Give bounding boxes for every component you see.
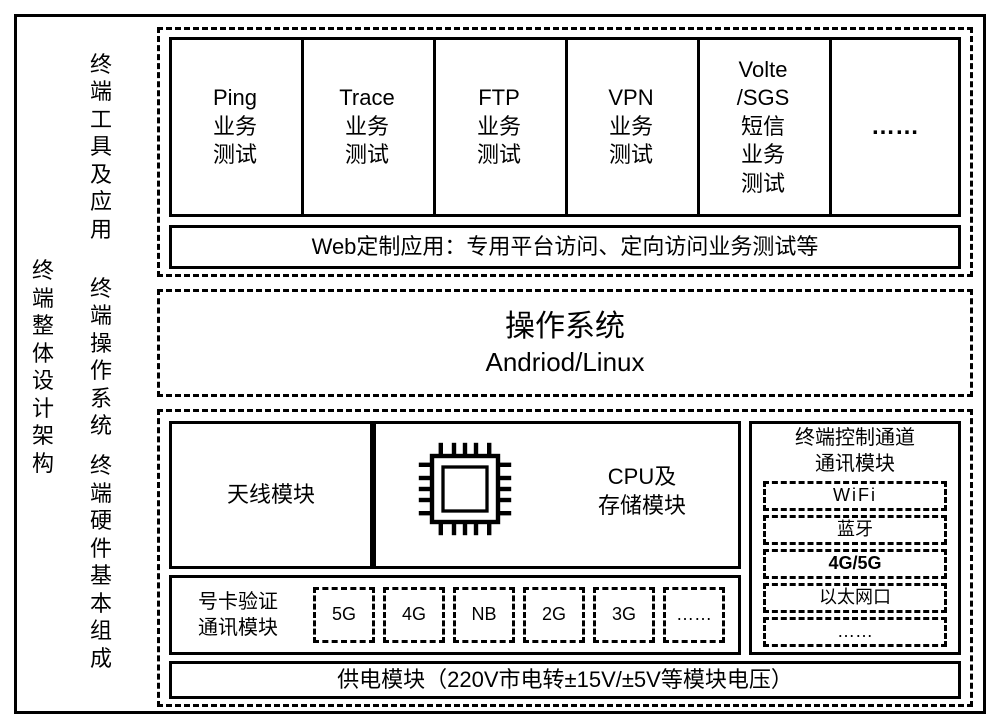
sim-3g: 3G (593, 587, 655, 643)
tool-vpn: VPN业务 测试 (565, 37, 697, 217)
ctrl-title: 终端控制通道 通讯模块 (749, 423, 961, 479)
os-line1: 操作系统 (505, 307, 625, 346)
sim-2g: 2G (523, 587, 585, 643)
tool-ftp: FTP业务 测试 (433, 37, 565, 217)
section-hw-label: 终端硬件基本组成 (87, 437, 115, 687)
ctrl-wifi: WiFi (763, 481, 947, 511)
ctrl-more: …… (763, 617, 947, 647)
antenna-box: 天线模块 (169, 421, 373, 569)
os-line2: Andriod/Linux (486, 346, 645, 380)
ctrl-eth: 以太网口 (763, 583, 947, 613)
sim-more: …… (663, 587, 725, 643)
cpu-label: CPU及 存储模块 (557, 447, 727, 537)
section-tools-label: 终端工具及应用 (87, 37, 115, 257)
os-box: 操作系统 Andriod/Linux (157, 289, 973, 397)
sim-label: 号卡验证 通讯模块 (169, 575, 307, 655)
tool-more: …… (829, 37, 961, 217)
power-box: 供电模块（220V市电转±15V/±5V等模块电压） (169, 661, 961, 699)
tools-footer: Web定制应用：专用平台访问、定向访问业务测试等 (169, 225, 961, 269)
ctrl-4g5g: 4G/5G (763, 549, 947, 579)
sim-4g: 4G (383, 587, 445, 643)
ctrl-bt: 蓝牙 (763, 515, 947, 545)
tool-volte: Volte /SGS短信 业务 测试 (697, 37, 829, 217)
section-os-label: 终端操作系统 (87, 287, 115, 427)
arch-label: 终端整体设计架构 (29, 237, 57, 497)
arch-label-text: 终端整体设计架构 (32, 257, 54, 477)
cpu-chip-icon (405, 429, 525, 549)
sim-nb: NB (453, 587, 515, 643)
sim-5g: 5G (313, 587, 375, 643)
outer-frame: 终端整体设计架构 终端工具及应用 终端操作系统 终端硬件基本组成 Ping业务 … (14, 14, 986, 714)
tool-ping: Ping业务 测试 (169, 37, 301, 217)
tool-trace: Trace业务 测试 (301, 37, 433, 217)
